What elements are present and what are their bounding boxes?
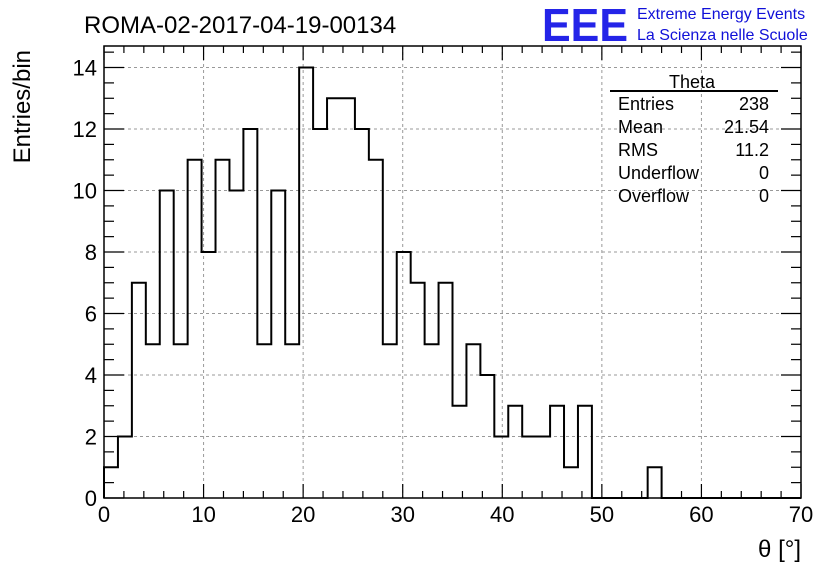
stats-value: 11.2: [735, 140, 769, 160]
x-tick-label: 0: [98, 502, 110, 527]
chart-title: ROMA-02-2017-04-19-00134: [84, 12, 396, 39]
y-axis-label: Entries/bin: [9, 50, 36, 163]
stats-label: RMS: [618, 140, 658, 160]
axis-ticks: [103, 46, 802, 499]
x-axis-label: θ [°]: [758, 536, 801, 563]
stats-label: Overflow: [618, 186, 690, 206]
x-tick-label: 70: [789, 502, 813, 527]
plot-frame: [103, 45, 802, 499]
y-tick-label: 14: [73, 56, 97, 81]
x-tick-label: 20: [291, 502, 315, 527]
logo-line2: La Scienza nelle Scuole: [637, 27, 808, 44]
x-tick-label: 50: [590, 502, 614, 527]
x-tick-label: 10: [191, 502, 215, 527]
x-tick-label: 60: [689, 502, 713, 527]
x-tick-label: 30: [390, 502, 414, 527]
stats-rows: Entries 238 Mean 21.54 RMS 11.2 Underflow 0 Over…: [618, 94, 769, 206]
x-tick-labels: 0 10 20 30 40 50 60 70: [98, 502, 813, 527]
logo-mark: EEE: [542, 0, 628, 51]
y-tick-label: 2: [85, 425, 97, 450]
y-tick-label: 0: [85, 486, 97, 511]
logo: EEE Extreme Energy Events La Scienza nel…: [542, 0, 808, 51]
stats-label: Entries: [618, 94, 674, 114]
grid: [104, 46, 801, 498]
stats-value: 0: [759, 163, 769, 183]
y-tick-label: 6: [85, 302, 97, 327]
stats-label: Underflow: [618, 163, 700, 183]
stats-value: 21.54: [724, 117, 769, 137]
stats-box: Theta Entries 238 Mean 21.54 RMS 11.2 Underflo…: [610, 72, 778, 206]
stats-value: 238: [739, 94, 769, 114]
y-tick-label: 4: [85, 363, 97, 388]
stats-label: Mean: [618, 117, 663, 137]
histogram-outline: [103, 66, 801, 499]
x-tick-label: 40: [490, 502, 514, 527]
logo-line1: Extreme Energy Events: [637, 6, 805, 23]
stats-value: 0: [759, 186, 769, 206]
stats-title: Theta: [669, 72, 716, 92]
y-tick-labels: 0 2 4 6 8 10 12 14: [73, 56, 97, 511]
y-tick-label: 10: [73, 179, 97, 204]
y-tick-label: 8: [85, 240, 97, 265]
y-tick-label: 12: [73, 117, 97, 142]
